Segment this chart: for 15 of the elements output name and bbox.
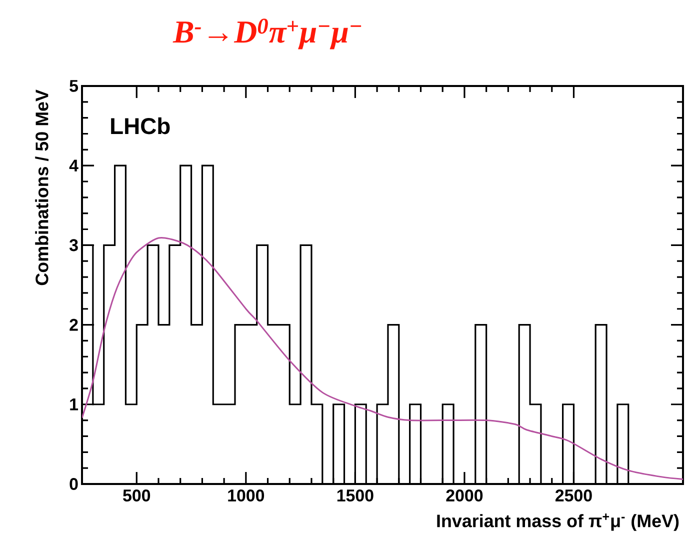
- x-tick-label: 1000: [228, 490, 264, 502]
- y-axis-title: Combinations / 50 MeV: [35, 90, 48, 286]
- y-tick-label: 2: [70, 318, 78, 331]
- chart-title: B$^{-}$→D$^{0}$π$^{+}$μ$^{−}$μ$^{−}$: [172, 18, 362, 50]
- y-tick-label: 3: [69, 239, 78, 252]
- x-tick-label: 500: [123, 490, 150, 502]
- annotation: LHCb: [111, 117, 170, 134]
- x-tick-label: 2500: [555, 490, 592, 502]
- x-tick-label: 1500: [337, 490, 374, 502]
- x-axis-title: Invariant mass of π$^{+}$μ$^{-}$ (MeV): [437, 514, 679, 531]
- y-tick-label: 1: [70, 398, 78, 410]
- y-tick-label: 0: [70, 478, 78, 490]
- y-tick-label: 4: [69, 160, 78, 172]
- y-tick-label: 5: [70, 80, 78, 92]
- x-tick-label: 2000: [446, 490, 483, 502]
